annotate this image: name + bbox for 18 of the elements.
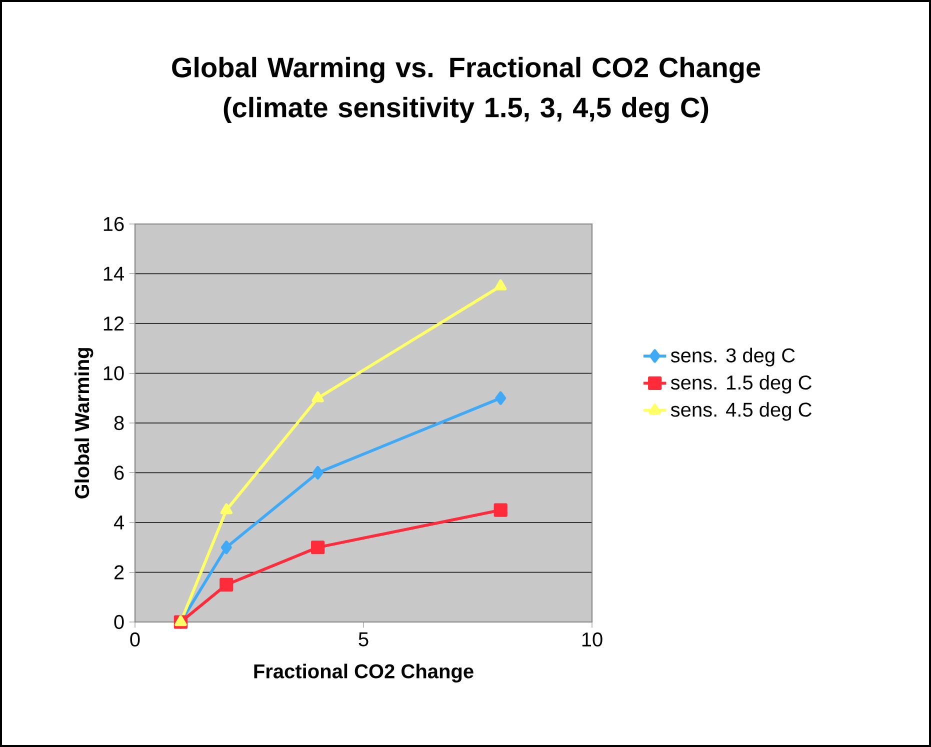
- x-axis-title: Fractional CO2 Change: [254, 664, 474, 682]
- x-tick-label: 5: [358, 632, 368, 646]
- y-tick-label: 16: [104, 216, 124, 232]
- y-axis-title: Global Warming: [74, 348, 94, 498]
- legend-label: sens. 3 deg C: [670, 348, 795, 366]
- y-tick-label: 12: [104, 316, 124, 330]
- y-tick-label: 0: [114, 614, 124, 630]
- y-tick-label: 14: [104, 266, 124, 281]
- y-tick-label: 4: [114, 516, 124, 530]
- y-tick-label: 2: [114, 565, 124, 580]
- y-tick-label: 6: [114, 466, 124, 480]
- chart-title: Global Warming vs. Fractional CO2 Change (climate sensitivity 1.5, 3, 4,5 deg C): [172, 56, 760, 124]
- y-tick-label: 10: [104, 366, 124, 380]
- y-tick-label: 8: [114, 416, 124, 430]
- legend-label: sens. 4.5 deg C: [670, 402, 812, 421]
- x-tick-label: 0: [130, 632, 140, 647]
- x-tick-label: 10: [582, 632, 602, 647]
- legend-label: sens. 1.5 deg C: [670, 374, 812, 394]
